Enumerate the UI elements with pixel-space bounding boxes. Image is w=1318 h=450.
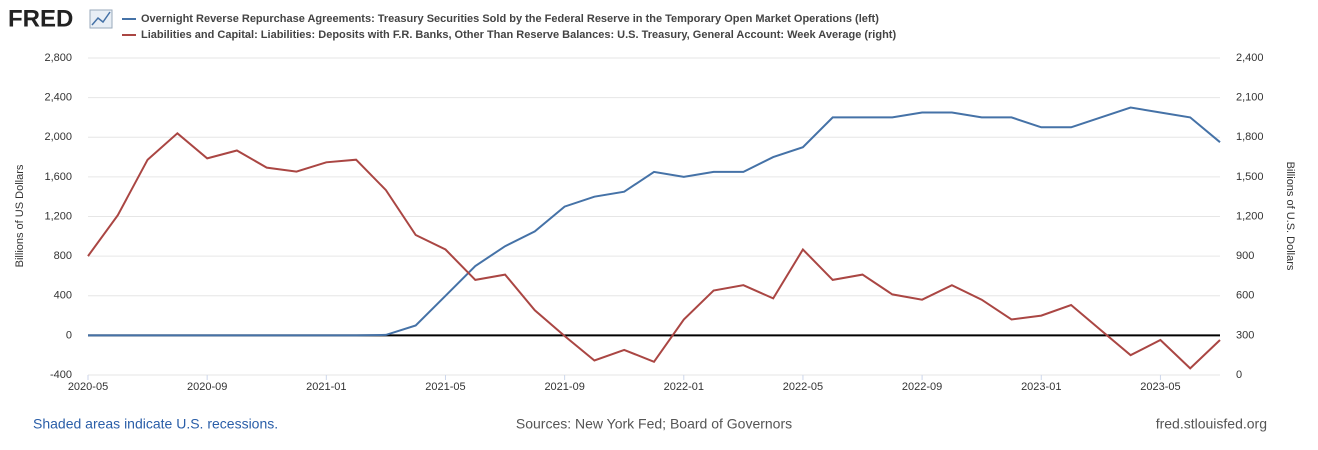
fred-logo[interactable]: FRED [8, 5, 73, 32]
series-line [87, 131, 1221, 370]
y-tick-label: 2,400 [44, 92, 72, 104]
y2-tick-label: 600 [1236, 290, 1254, 302]
y2-tick-label: 2,100 [1236, 92, 1264, 104]
y-tick-label: 2,800 [44, 52, 72, 64]
x-tick-label: 2022-09 [902, 381, 942, 393]
y-tick-label: 2,000 [44, 131, 72, 143]
site-url[interactable]: fred.stlouisfed.org [1156, 416, 1267, 432]
series-line [88, 106, 1221, 337]
x-tick-label: 2020-05 [68, 381, 108, 393]
x-tick-label: 2021-09 [544, 381, 584, 393]
y2-tick-label: 300 [1236, 329, 1254, 341]
x-tick-label: 2021-01 [306, 381, 346, 393]
y-tick-label: 800 [54, 250, 72, 262]
x-tick-label: 2022-01 [664, 381, 704, 393]
y2-tick-label: 1,200 [1236, 210, 1264, 222]
x-tick-label: 2020-09 [187, 381, 227, 393]
y-tick-label: 0 [66, 329, 72, 341]
y2-axis-label: Billions of U.S. Dollars [1284, 162, 1296, 271]
y-axis-label: Billions of US Dollars [14, 164, 26, 267]
y-tick-label: 1,600 [44, 171, 72, 183]
x-tick-label: 2023-01 [1021, 381, 1061, 393]
y-tick-label: 1,200 [44, 210, 72, 222]
y2-tick-label: 1,800 [1236, 131, 1264, 143]
logo-icon-line [91, 11, 111, 26]
y2-tick-label: 0 [1236, 369, 1242, 381]
y2-tick-label: 2,400 [1236, 52, 1264, 64]
legend-entry: Liabilities and Capital: Liabilities: De… [141, 29, 896, 41]
recession-note[interactable]: Shaded areas indicate U.S. recessions. [33, 416, 278, 432]
y2-tick-label: 1,500 [1236, 171, 1264, 183]
x-tick-label: 2023-05 [1140, 381, 1180, 393]
y-tick-label: -400 [50, 369, 72, 381]
legend-entry: Overnight Reverse Repurchase Agreements:… [141, 13, 879, 25]
y-tick-label: 400 [54, 290, 72, 302]
y2-tick-label: 900 [1236, 250, 1254, 262]
x-tick-label: 2021-05 [425, 381, 465, 393]
x-tick-label: 2022-05 [783, 381, 823, 393]
logo-icon [89, 9, 113, 29]
sources: Sources: New York Fed; Board of Governor… [516, 416, 792, 432]
